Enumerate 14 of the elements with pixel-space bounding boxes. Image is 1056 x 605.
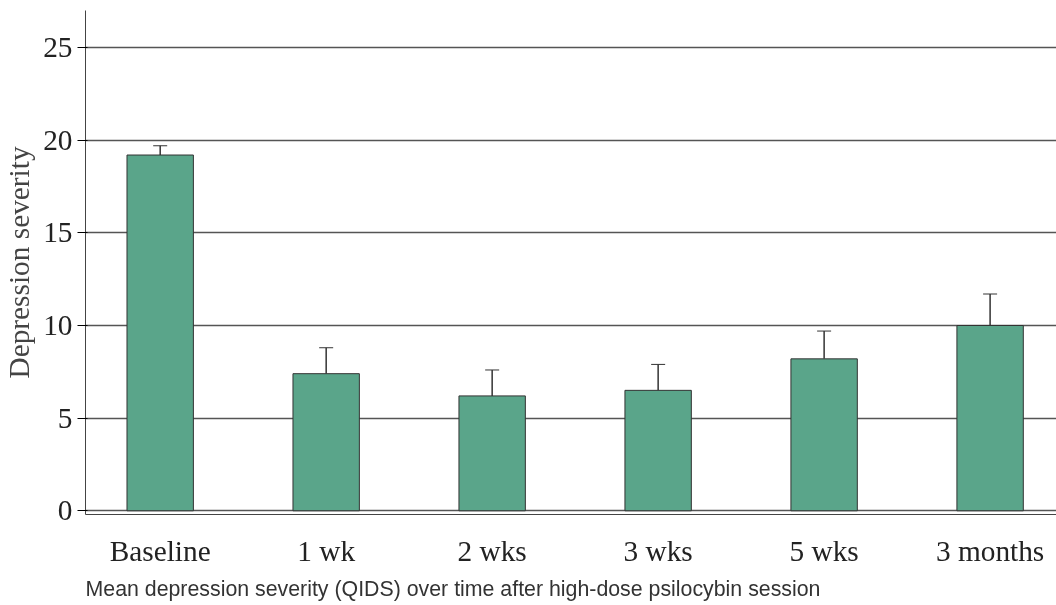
x-tick-label: 3 wks: [623, 534, 693, 567]
y-tick-label: 25: [43, 31, 73, 64]
y-tick-label: 20: [43, 123, 73, 156]
text: Mean depression severity (QIDS) over time after high-dose psilocybin session: [85, 576, 821, 601]
x-tick-label: 5 wks: [789, 534, 859, 567]
y-tick-label: 10: [43, 309, 73, 341]
x-tick-label: 2 wks: [457, 534, 527, 567]
x-tick-label: 3 months: [935, 534, 1045, 567]
x-tick-label: 1 wk: [297, 534, 356, 567]
y-tick-label: 5: [57, 401, 73, 434]
y-tick-label: 0: [57, 494, 73, 527]
x-tick-label: Baseline: [109, 534, 211, 567]
y-tick-label: 15: [43, 216, 73, 249]
y-axis-title: Depression severity: [3, 146, 36, 379]
